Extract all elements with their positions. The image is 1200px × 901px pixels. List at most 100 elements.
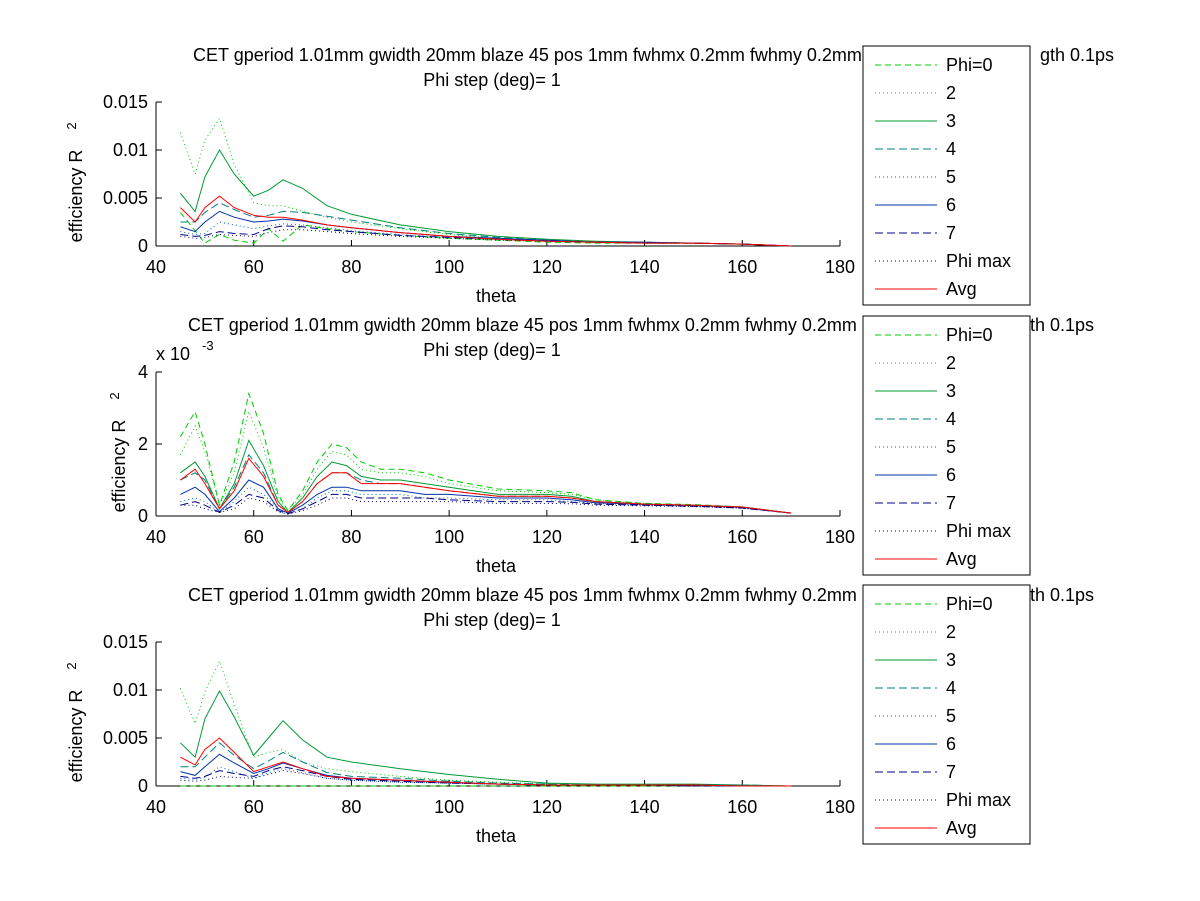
chart-title-tail: gth 0.1ps (1040, 45, 1114, 65)
y-axis-label-group: efficiency R 2 (107, 392, 129, 512)
y-tick-label: 0 (138, 236, 148, 256)
legend-entry-label: 2 (946, 83, 956, 103)
legend: Phi=0 2 3 4 5 6 7 Phi max Avg (862, 584, 1031, 845)
chart-title-tail: th 0.1ps (1030, 585, 1094, 605)
legend-entry-label: 7 (946, 493, 956, 513)
legend-entry-label: 7 (946, 762, 956, 782)
legend-entry-label: 4 (946, 678, 956, 698)
x-tick-label: 40 (146, 527, 166, 547)
x-tick-label: 100 (434, 257, 464, 277)
x-tick-label: 100 (434, 797, 464, 817)
x-tick-label: 120 (532, 257, 562, 277)
legend-entry-label: Avg (946, 549, 977, 569)
series-line-3 (180, 439, 792, 514)
legend: Phi=0 2 3 4 5 6 7 Phi max Avg (862, 315, 1031, 576)
y-axis-label-group: efficiency R 2 (64, 122, 86, 242)
legend-entry-label: 3 (946, 381, 956, 401)
y-axis-label: efficiency R (66, 690, 86, 783)
x-tick-label: 180 (825, 257, 855, 277)
chart-subtitle: Phi step (deg)= 1 (423, 340, 561, 360)
series-line-3 (180, 689, 792, 787)
legend-entry-label: Phi max (946, 790, 1011, 810)
legend-entry-label: 6 (946, 734, 956, 754)
chart-title: CET gperiod 1.01mm gwidth 20mm blaze 45 … (193, 45, 937, 65)
x-tick-label: 80 (341, 527, 361, 547)
legend-entry-label: Phi max (946, 521, 1011, 541)
legend-entry-label: 2 (946, 622, 956, 642)
legend-entry-label: 5 (946, 706, 956, 726)
chart-title: CET gperiod 1.01mm gwidth 20mm blaze 45 … (188, 585, 942, 605)
series-line-8 (180, 229, 792, 247)
legend-entry-label: 3 (946, 650, 956, 670)
y-axis-label-sup: 2 (107, 392, 122, 399)
y-axis-label-sup: 2 (64, 122, 79, 129)
y-axis-label: efficiency R (66, 150, 86, 243)
legend-box (862, 45, 1031, 306)
legend-entry-label: 2 (946, 353, 956, 373)
series-line-6 (180, 210, 792, 247)
x-tick-label: 80 (341, 797, 361, 817)
legend: Phi=0 2 3 4 5 6 7 Phi max Avg (862, 45, 1031, 306)
series-line-5 (180, 486, 792, 514)
y-tick-label: 0.01 (113, 140, 148, 160)
series-line-1 (179, 391, 792, 514)
y-axis-label-group: efficiency R 2 (64, 662, 86, 782)
chart-panel-2: CET gperiod 1.01mm gwidth 20mm blaze 45 … (107, 315, 1094, 576)
y-exponent-sup: -3 (202, 338, 214, 353)
series-line-9 (180, 457, 792, 514)
series-line-7 (180, 493, 792, 515)
x-tick-label: 60 (244, 797, 264, 817)
x-axis-label: theta (476, 556, 517, 576)
x-axis-label: theta (476, 286, 517, 306)
x-tick-label: 160 (727, 257, 757, 277)
y-tick-label: 0.015 (103, 632, 148, 652)
y-axis-label-sup: 2 (64, 662, 79, 669)
y-tick-label: 0.005 (103, 188, 148, 208)
legend-entry-label: 6 (946, 465, 956, 485)
y-tick-label: 0.01 (113, 680, 148, 700)
x-tick-label: 160 (727, 527, 757, 547)
y-tick-label: 4 (138, 362, 148, 382)
x-tick-label: 160 (727, 797, 757, 817)
legend-entry-label: 3 (946, 111, 956, 131)
series-line-2 (179, 409, 792, 514)
x-tick-label: 140 (630, 527, 660, 547)
legend-entry-label: Phi=0 (946, 594, 993, 614)
x-tick-label: 140 (630, 257, 660, 277)
legend-box (862, 315, 1031, 576)
series-line-6 (180, 479, 792, 514)
legend-entry-label: 5 (946, 437, 956, 457)
series-line-5 (180, 221, 792, 247)
legend-entry-label: 5 (946, 167, 956, 187)
x-tick-label: 60 (244, 257, 264, 277)
y-axis-label: efficiency R (109, 420, 129, 513)
chart-panel-1: CET gperiod 1.01mm gwidth 20mm blaze 45 … (64, 45, 1114, 306)
y-exponent-label: x 10 (156, 344, 190, 364)
legend-entry-label: Phi=0 (946, 55, 993, 75)
series-line-5 (180, 766, 792, 787)
x-tick-label: 40 (146, 797, 166, 817)
chart-title: CET gperiod 1.01mm gwidth 20mm blaze 45 … (188, 315, 942, 335)
x-tick-label: 60 (244, 527, 264, 547)
legend-entry-label: 7 (946, 223, 956, 243)
legend-entry-label: Avg (946, 279, 977, 299)
legend-entry-label: Phi max (946, 251, 1011, 271)
chart-panel-3: CET gperiod 1.01mm gwidth 20mm blaze 45 … (64, 584, 1094, 846)
chart-subtitle: Phi step (deg)= 1 (423, 610, 561, 630)
series-line-7 (180, 766, 792, 787)
legend-entry-label: 4 (946, 409, 956, 429)
y-tick-label: 2 (138, 434, 148, 454)
series-line-2 (179, 117, 792, 247)
x-tick-label: 120 (532, 527, 562, 547)
y-tick-label: 0 (138, 776, 148, 796)
series-line-9 (180, 737, 792, 787)
y-tick-label: 0.005 (103, 728, 148, 748)
series-line-4 (180, 742, 792, 787)
legend-entry-label: Avg (946, 818, 977, 838)
y-tick-label: 0 (138, 506, 148, 526)
legend-entry-label: 4 (946, 139, 956, 159)
x-tick-label: 140 (630, 797, 660, 817)
y-tick-label: 0.015 (103, 92, 148, 112)
x-tick-label: 80 (341, 257, 361, 277)
